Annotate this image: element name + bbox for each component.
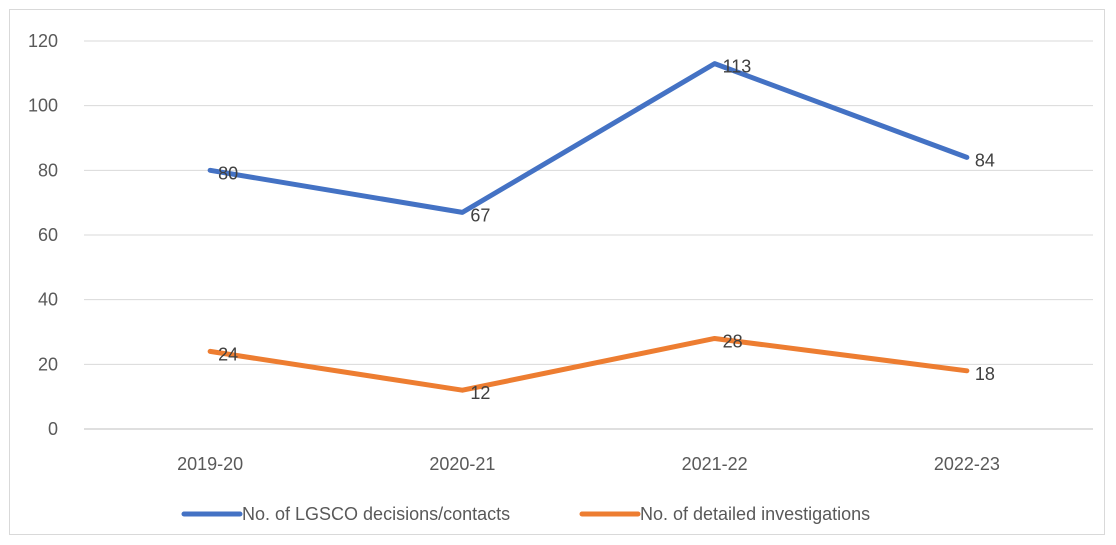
series-lines — [207, 61, 970, 393]
y-tick-label: 60 — [38, 225, 58, 245]
data-labels: 80 67 113 84 24 12 28 18 — [218, 57, 995, 404]
x-tick-label: 2022-23 — [934, 454, 1000, 474]
data-label: 113 — [723, 57, 752, 77]
y-axis-tick-labels: 0 20 40 60 80 100 120 — [28, 31, 58, 439]
legend-label: No. of detailed investigations — [640, 504, 870, 524]
y-tick-label: 0 — [48, 419, 58, 439]
data-label: 12 — [470, 383, 490, 403]
series-line-1 — [207, 335, 970, 393]
y-tick-label: 80 — [38, 160, 58, 180]
gridlines — [84, 40, 1093, 430]
x-tick-label: 2019-20 — [177, 454, 243, 474]
y-tick-label: 20 — [38, 354, 58, 374]
y-tick-label: 120 — [28, 31, 58, 51]
y-tick-label: 100 — [28, 96, 58, 116]
data-label: 84 — [975, 150, 995, 170]
data-label: 67 — [470, 205, 490, 225]
data-label: 18 — [975, 364, 995, 384]
data-label: 80 — [218, 163, 238, 183]
legend: No. of LGSCO decisions/contacts No. of de… — [181, 504, 870, 524]
data-label: 24 — [218, 344, 238, 364]
legend-label: No. of LGSCO decisions/contacts — [242, 504, 510, 524]
data-label: 28 — [723, 331, 743, 351]
x-tick-label: 2020-21 — [429, 454, 495, 474]
series-line-0 — [207, 61, 970, 215]
y-tick-label: 40 — [38, 290, 58, 310]
chart-area — [9, 9, 1105, 535]
x-tick-label: 2021-22 — [682, 454, 748, 474]
x-axis-tick-labels: 2019-20 2020-21 2021-22 2022-23 — [177, 454, 1000, 474]
